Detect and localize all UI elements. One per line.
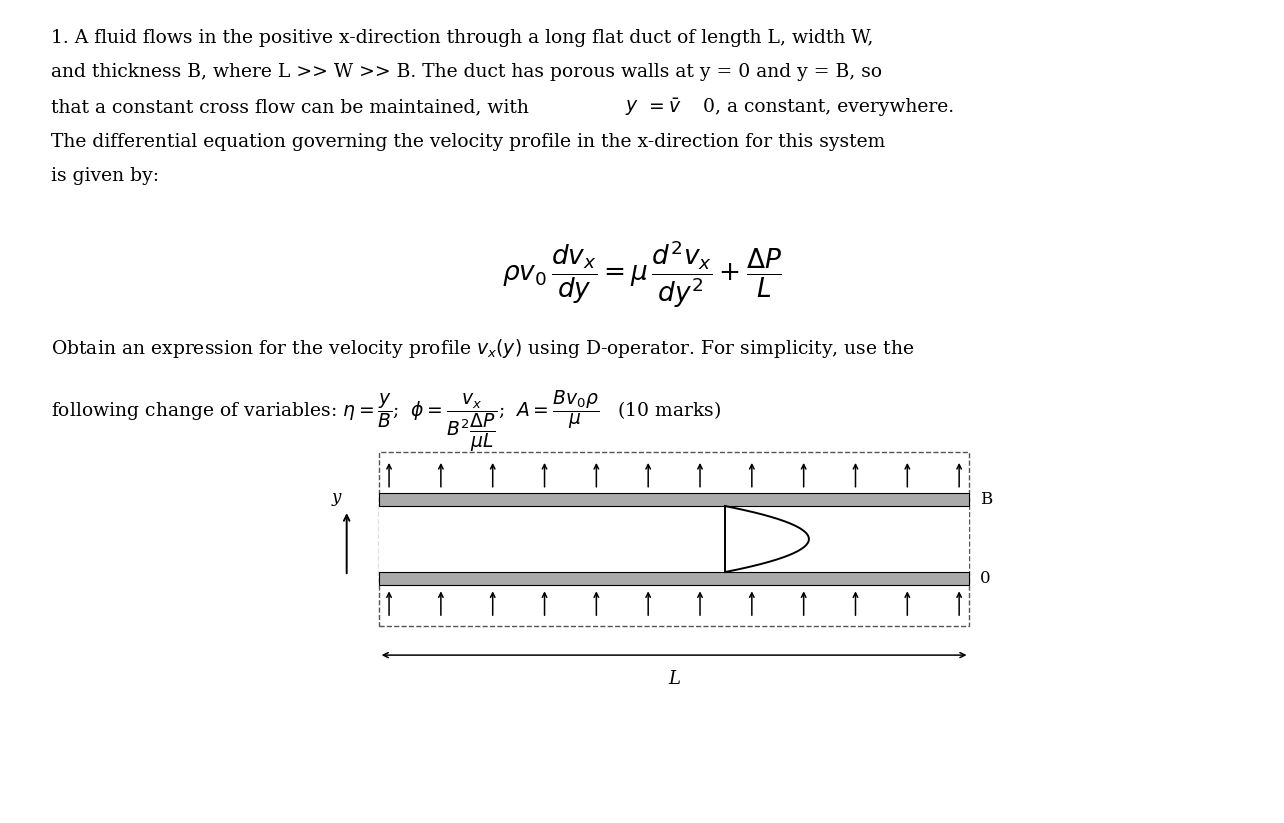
Text: x: x — [521, 515, 532, 532]
Text: 1. A fluid flows in the positive x-direction through a long flat duct of length : 1. A fluid flows in the positive x-direc… — [51, 29, 873, 47]
Bar — [379, 506, 969, 572]
Text: $\rho v_0\,\dfrac{dv_x}{dy} = \mu\,\dfrac{d^2 v_x}{dy^2} + \dfrac{\Delta P}{L}$: $\rho v_0\,\dfrac{dv_x}{dy} = \mu\,\dfra… — [502, 239, 782, 310]
Text: is given by:: is given by: — [51, 167, 159, 185]
Text: and thickness B, where L >> W >> B. The duct has porous walls at y = 0 and y = B: and thickness B, where L >> W >> B. The … — [51, 63, 882, 81]
Text: $v_x(y)$: $v_x(y)$ — [819, 529, 856, 549]
Text: $y$: $y$ — [625, 98, 639, 117]
Text: L: L — [668, 670, 681, 688]
Text: Obtain an expression for the velocity profile $v_x(y)$ using D-operator. For sim: Obtain an expression for the velocity pr… — [51, 337, 914, 360]
Text: $=\bar{v}$: $=\bar{v}$ — [645, 98, 681, 117]
Text: y: y — [331, 489, 342, 506]
Bar — [379, 572, 969, 585]
Text: 0, a constant, everywhere.: 0, a constant, everywhere. — [697, 98, 954, 116]
Text: The differential equation governing the velocity profile in the x-direction for : The differential equation governing the … — [51, 133, 886, 151]
Bar — [379, 452, 969, 626]
Text: that a constant cross flow can be maintained, with: that a constant cross flow can be mainta… — [51, 98, 529, 116]
Bar — [379, 493, 969, 506]
Text: 0: 0 — [980, 570, 990, 587]
Text: following change of variables: $\eta = \dfrac{y}{B}$;  $\phi = \dfrac{v_x}{B^2\d: following change of variables: $\eta = \… — [51, 388, 722, 454]
Text: B: B — [980, 491, 993, 508]
